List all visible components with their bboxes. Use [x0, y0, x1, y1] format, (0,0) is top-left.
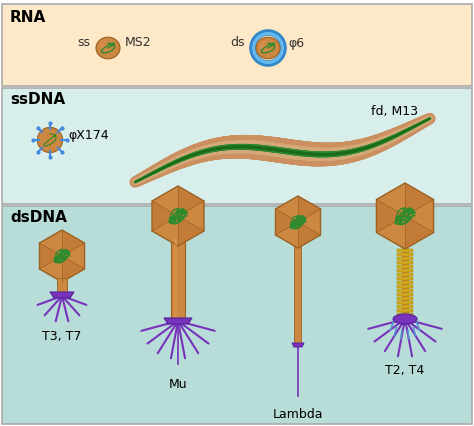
Text: φ6: φ6 [288, 37, 304, 49]
Ellipse shape [99, 40, 112, 51]
Polygon shape [178, 186, 204, 216]
Bar [397, 305, 413, 308]
Bar [397, 289, 413, 292]
Polygon shape [405, 183, 434, 216]
Bar [2, 206, 472, 424]
Bar [397, 297, 413, 300]
Ellipse shape [96, 37, 120, 59]
Polygon shape [178, 216, 204, 246]
Bar [2, 88, 472, 204]
Bar [294, 243, 301, 343]
Text: ds: ds [230, 37, 245, 49]
Ellipse shape [251, 31, 285, 66]
Ellipse shape [255, 35, 281, 60]
Ellipse shape [259, 40, 272, 51]
Polygon shape [62, 256, 84, 282]
Ellipse shape [256, 37, 280, 59]
Bar [397, 285, 413, 288]
Text: φX174: φX174 [68, 130, 109, 143]
Bar [57, 278, 67, 292]
Polygon shape [39, 230, 84, 282]
Text: T3, T7: T3, T7 [42, 330, 82, 343]
Polygon shape [275, 196, 320, 248]
Bar [397, 309, 413, 312]
Text: RNA: RNA [10, 10, 46, 25]
Polygon shape [62, 230, 84, 256]
Polygon shape [164, 318, 192, 324]
Bar [397, 249, 413, 252]
Ellipse shape [37, 127, 63, 153]
Bar [397, 273, 413, 276]
Polygon shape [405, 216, 434, 249]
Text: Lambda: Lambda [273, 408, 323, 421]
Bar [397, 301, 413, 304]
Bar [397, 277, 413, 280]
Polygon shape [298, 196, 320, 222]
Bar [397, 269, 413, 272]
Text: MS2: MS2 [125, 37, 152, 49]
Bar [397, 253, 413, 256]
Bar [397, 293, 413, 296]
Bar [174, 238, 177, 318]
Ellipse shape [393, 314, 417, 324]
Bar [397, 281, 413, 284]
Bar [2, 4, 472, 86]
Text: Mu: Mu [169, 378, 187, 391]
Bar [402, 248, 408, 320]
Bar [397, 257, 413, 260]
Bar [397, 265, 413, 268]
Polygon shape [376, 183, 434, 249]
Bar [397, 313, 413, 316]
Text: ssDNA: ssDNA [10, 92, 65, 107]
Text: fd, M13: fd, M13 [372, 104, 419, 118]
Polygon shape [152, 201, 178, 231]
Polygon shape [298, 222, 320, 248]
Bar [171, 238, 185, 318]
Polygon shape [152, 186, 204, 246]
Polygon shape [376, 199, 405, 233]
Polygon shape [275, 209, 298, 235]
Text: dsDNA: dsDNA [10, 210, 67, 225]
Polygon shape [50, 292, 74, 298]
Bar [397, 317, 413, 320]
Text: T2, T4: T2, T4 [385, 364, 425, 377]
Polygon shape [292, 343, 304, 347]
Text: ss: ss [77, 37, 90, 49]
Polygon shape [39, 243, 62, 269]
Bar [397, 261, 413, 264]
